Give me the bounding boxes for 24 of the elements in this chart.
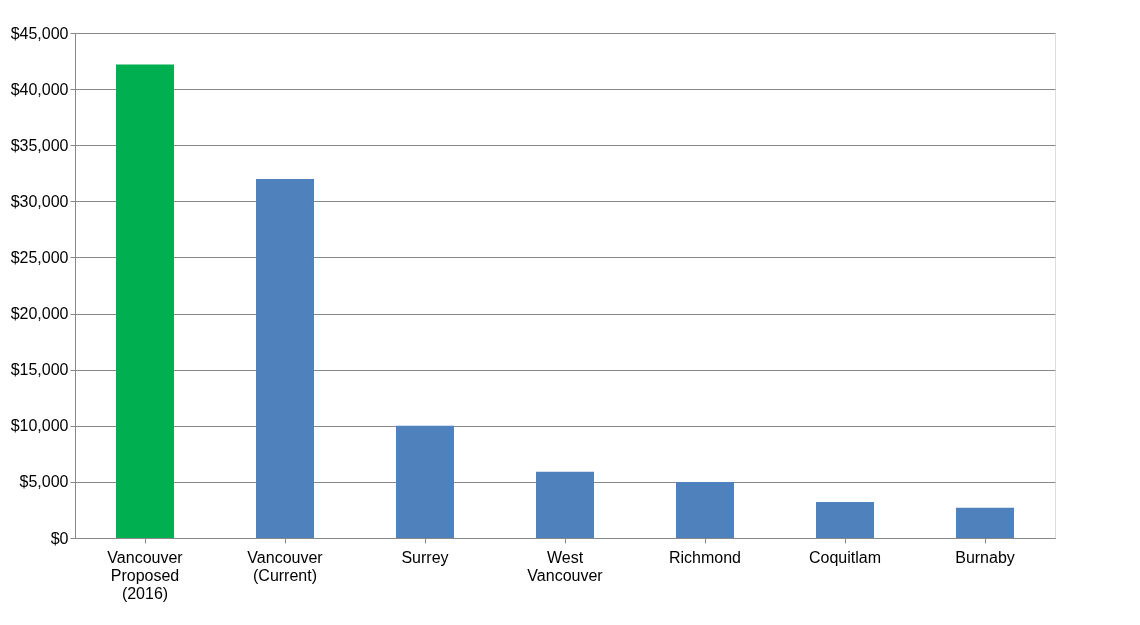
bar: [536, 471, 594, 538]
bar: [256, 178, 314, 538]
x-tick-label: Coquitlam: [808, 548, 882, 566]
x-tick-label: Burnaby: [955, 548, 1015, 566]
y-tick-label: $30,000: [10, 192, 69, 210]
x-tick-label: Surrey: [401, 548, 449, 566]
y-tick-label: $35,000: [10, 136, 69, 154]
y-tick-label: $45,000: [10, 24, 69, 42]
y-tick-label: $0: [50, 529, 69, 547]
x-tick-label: Richmond: [668, 548, 742, 566]
y-tick-label: $10,000: [10, 417, 69, 435]
x-tick-label: West Vancouver: [527, 548, 604, 584]
bar: [676, 481, 734, 538]
y-tick-label: $40,000: [10, 80, 69, 98]
x-tick-label: Vancouver Proposed (2016): [107, 548, 184, 602]
bar: [816, 502, 874, 538]
bar: [396, 425, 454, 538]
bar: [116, 64, 174, 538]
y-tick-label: $20,000: [10, 305, 69, 323]
y-tick-label: $5,000: [19, 473, 69, 491]
bar: [956, 507, 1014, 538]
y-tick-label: $25,000: [10, 248, 69, 266]
y-tick-label: $15,000: [10, 361, 69, 379]
x-tick-label: Vancouver (Current): [247, 548, 324, 584]
